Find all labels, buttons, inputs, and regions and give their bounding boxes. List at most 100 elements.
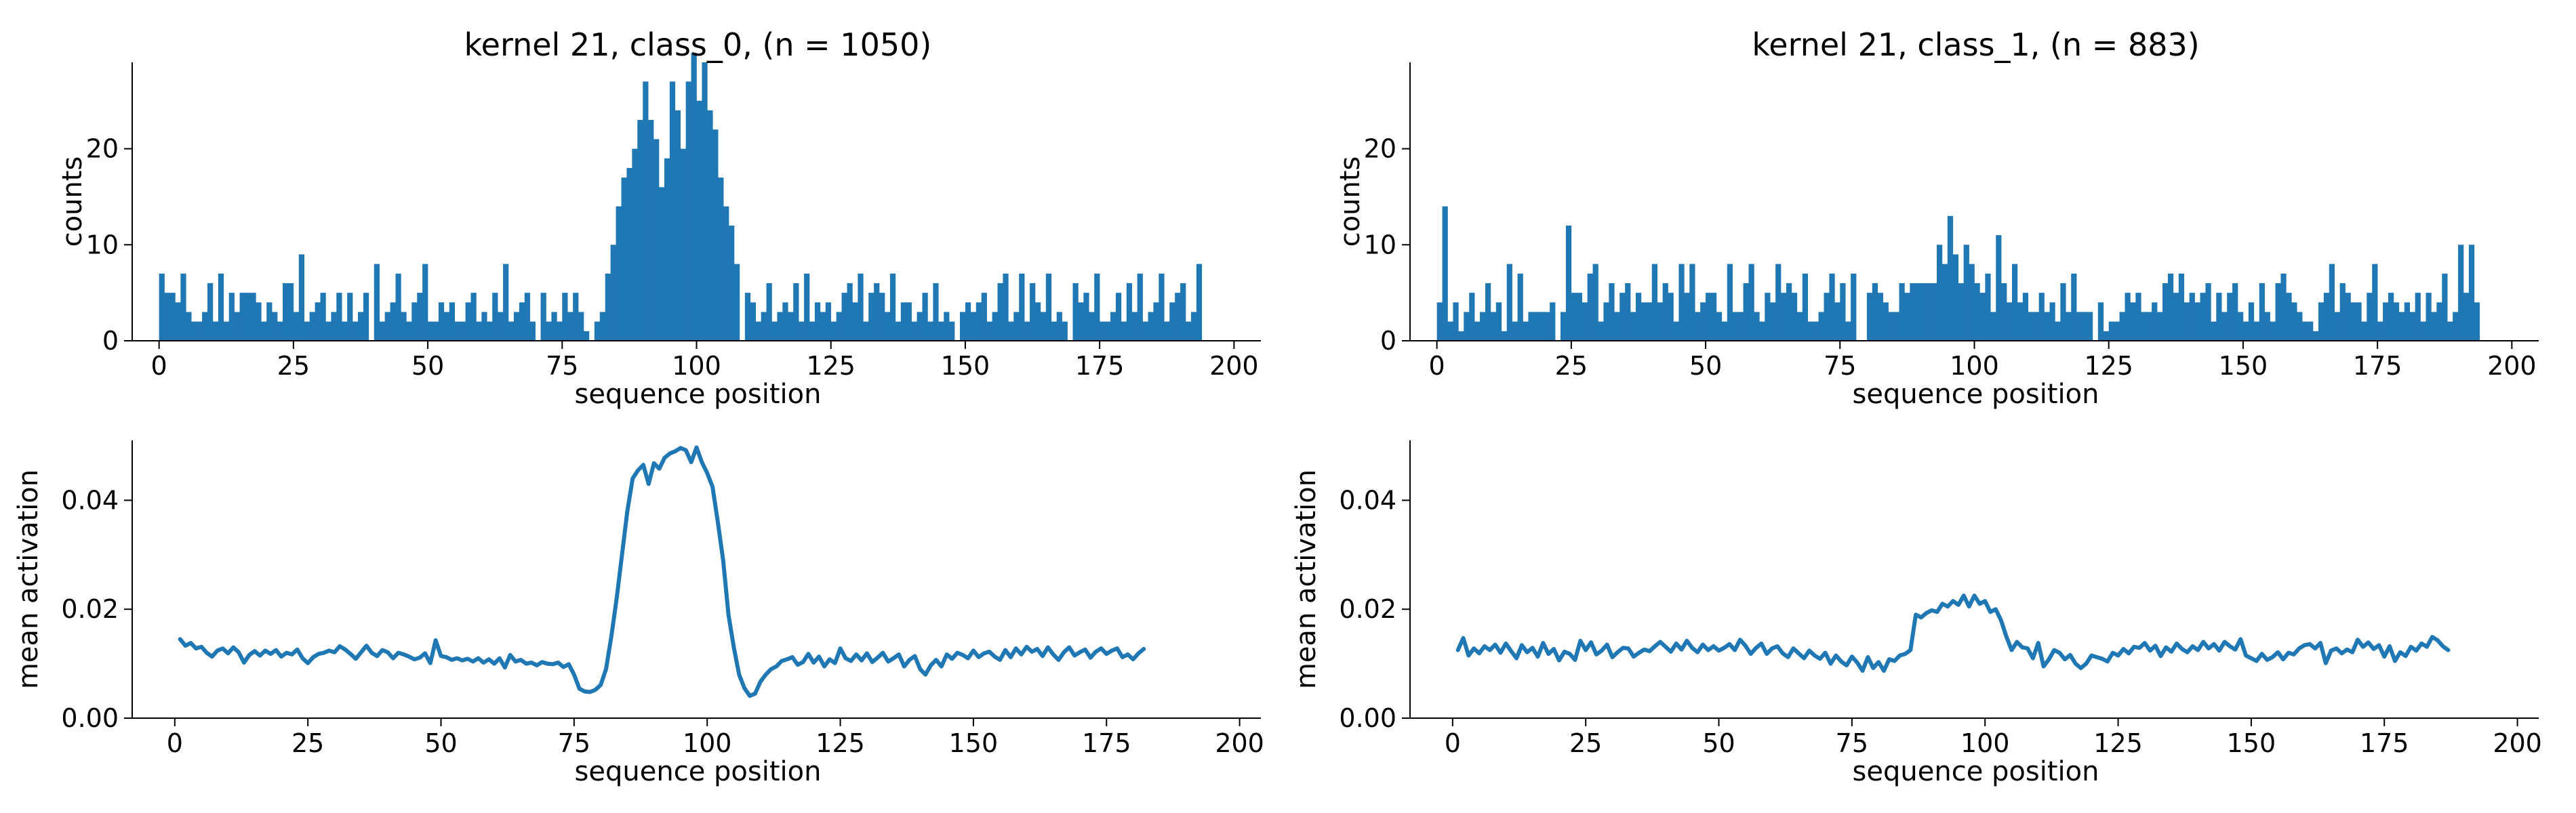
bar (1561, 312, 1567, 341)
y-tick-label: 0.04 (61, 485, 119, 515)
bar (707, 110, 713, 341)
bar (675, 110, 681, 341)
bar (1013, 312, 1020, 341)
bar (1100, 321, 1106, 341)
bar (1190, 312, 1197, 341)
bar (584, 331, 590, 341)
bar (2463, 293, 2470, 341)
bar (2141, 312, 2147, 341)
bar (1711, 293, 1717, 341)
bar (202, 312, 208, 341)
bar (417, 293, 423, 341)
bar (578, 312, 584, 341)
x-tick-label: 25 (291, 728, 324, 758)
bar (1089, 312, 1095, 341)
bar (691, 52, 697, 341)
bar (825, 302, 832, 341)
bar (1641, 302, 1647, 341)
bar (960, 312, 966, 341)
bar (1668, 293, 1674, 341)
bar (498, 312, 504, 341)
bar (1582, 302, 1588, 341)
x-axis-label: sequence position (575, 756, 822, 787)
bar (207, 283, 214, 341)
bar (2135, 293, 2141, 341)
bar (1737, 312, 1744, 341)
bar (1056, 312, 1062, 341)
bar (1609, 283, 1615, 341)
bar (1796, 312, 1803, 341)
bar (599, 312, 606, 341)
bar (239, 293, 245, 341)
bar (1985, 273, 1991, 341)
bar (847, 283, 853, 341)
bar (922, 293, 928, 341)
bar (304, 321, 310, 341)
bars (1436, 206, 2480, 341)
bar (2119, 312, 2125, 341)
bar (470, 293, 477, 341)
bar (911, 321, 917, 341)
bar (2087, 312, 2093, 341)
bar (1969, 264, 1975, 341)
bar (2474, 302, 2480, 341)
bar (949, 321, 955, 341)
x-tick-label: 0 (151, 351, 167, 381)
x-tick-label: 125 (2084, 351, 2133, 381)
bar (1550, 302, 1556, 341)
bar (212, 321, 219, 341)
bar (164, 293, 170, 341)
bar (1990, 312, 1996, 341)
bar (879, 293, 885, 341)
bar (975, 302, 982, 341)
bar (1528, 312, 1534, 341)
bar (1625, 283, 1631, 341)
bar (1910, 283, 1916, 341)
bar (234, 312, 240, 341)
x-axis-label: sequence position (1853, 379, 2099, 410)
bar (1008, 321, 1014, 341)
bar (283, 283, 289, 341)
bar (2447, 321, 2453, 341)
bar (1464, 312, 1470, 341)
bar (965, 302, 971, 341)
bar (1506, 264, 1512, 341)
bar (621, 178, 627, 341)
bar (433, 321, 439, 341)
bar (981, 293, 987, 341)
x-tick-label: 200 (1209, 351, 1259, 381)
bar (1662, 283, 1668, 341)
bar (1678, 264, 1685, 341)
bar (2017, 302, 2024, 341)
bar (1458, 331, 1464, 341)
bar (938, 321, 944, 341)
x-tick-label: 100 (1950, 351, 1999, 381)
bar (1121, 321, 1127, 341)
bar (1495, 302, 1502, 341)
bar (906, 302, 912, 341)
bar (1958, 283, 1964, 341)
bar (659, 187, 665, 341)
bar (2060, 283, 2066, 341)
bar (2211, 321, 2217, 341)
x-tick-label: 25 (1555, 351, 1588, 381)
x-tick-label: 75 (558, 728, 590, 758)
bar (1436, 302, 1443, 341)
y-tick-label: 0.00 (61, 703, 119, 733)
bar (2329, 264, 2335, 341)
bar (529, 321, 536, 341)
bar (664, 158, 670, 341)
bar (256, 302, 262, 341)
bar (1759, 321, 1765, 341)
bar (1979, 293, 1986, 341)
bar (1829, 273, 1835, 341)
bar (696, 100, 702, 341)
bar (2436, 302, 2442, 341)
bar (2097, 302, 2104, 341)
bar (1888, 312, 1894, 341)
bar (1501, 331, 1508, 341)
bar (2248, 302, 2255, 341)
x-tick-label: 75 (1824, 351, 1856, 381)
bar (2103, 331, 2110, 341)
bar (287, 283, 294, 341)
